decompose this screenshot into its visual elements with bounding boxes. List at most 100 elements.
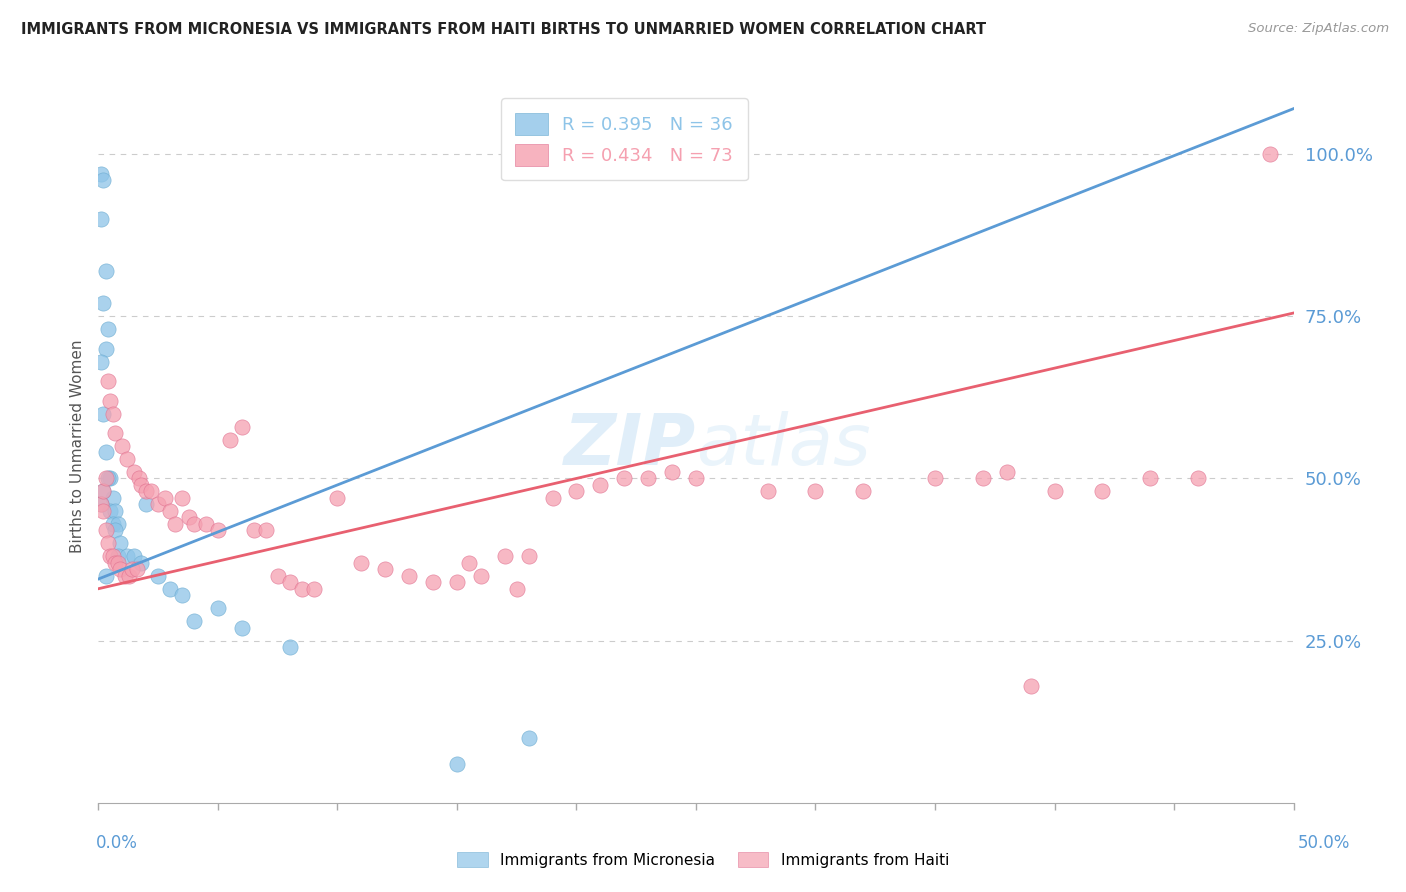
Text: ZIP: ZIP [564, 411, 696, 481]
Point [98, 471, 122, 485]
Point [91, 407, 114, 421]
Point [302, 582, 325, 596]
Point [1019, 679, 1042, 693]
Point [124, 549, 146, 564]
Point [121, 562, 143, 576]
Point [972, 471, 994, 485]
Point [111, 439, 134, 453]
Y-axis label: Births to Unmarried Women: Births to Unmarried Women [69, 339, 84, 553]
Point [107, 549, 129, 564]
Point [90, 354, 112, 368]
Point [107, 556, 129, 570]
Point [94, 568, 117, 582]
Point [91, 484, 114, 499]
Point [131, 556, 153, 570]
Point [90, 497, 112, 511]
Point [159, 504, 181, 518]
Point [115, 452, 138, 467]
Point [254, 524, 277, 538]
Point [231, 419, 253, 434]
Point [108, 536, 131, 550]
Point [135, 484, 157, 499]
Point [94, 342, 117, 356]
Point [139, 484, 162, 499]
Point [115, 549, 138, 564]
Point [91, 296, 114, 310]
Point [517, 549, 540, 564]
Point [278, 640, 301, 654]
Point [97, 322, 120, 336]
Point [243, 524, 266, 538]
Text: 50.0%: 50.0% [1298, 834, 1350, 852]
Point [852, 484, 875, 499]
Point [756, 484, 779, 499]
Point [101, 549, 124, 564]
Point [398, 568, 420, 582]
Point [446, 756, 468, 771]
Point [374, 562, 396, 576]
Point [94, 471, 117, 485]
Point [804, 484, 827, 499]
Point [422, 575, 444, 590]
Point [565, 484, 588, 499]
Point [541, 491, 564, 505]
Point [195, 516, 218, 531]
Text: Source: ZipAtlas.com: Source: ZipAtlas.com [1249, 22, 1389, 36]
Point [326, 491, 349, 505]
Point [91, 484, 114, 499]
Point [97, 471, 120, 485]
Point [97, 374, 120, 388]
Point [104, 524, 127, 538]
Point [278, 575, 301, 590]
Point [267, 568, 290, 582]
Point [90, 167, 112, 181]
Point [90, 211, 112, 226]
Point [125, 562, 148, 576]
Point [98, 549, 122, 564]
Point [124, 465, 146, 479]
Point [207, 524, 229, 538]
Point [637, 471, 659, 485]
Point [1139, 471, 1161, 485]
Point [350, 556, 373, 570]
Point [207, 601, 229, 615]
Point [291, 582, 314, 596]
Point [183, 614, 205, 628]
Point [458, 556, 481, 570]
Point [101, 516, 124, 531]
Point [101, 491, 124, 505]
Point [159, 582, 181, 596]
Point [131, 478, 153, 492]
Point [108, 562, 131, 576]
Point [118, 568, 141, 582]
Point [613, 471, 636, 485]
Point [1258, 147, 1281, 161]
Point [517, 731, 540, 745]
Point [506, 582, 529, 596]
Point [219, 433, 242, 447]
Point [685, 471, 707, 485]
Point [1187, 471, 1209, 485]
Point [104, 504, 127, 518]
Point [101, 407, 124, 421]
Text: IMMIGRANTS FROM MICRONESIA VS IMMIGRANTS FROM HAITI BIRTHS TO UNMARRIED WOMEN CO: IMMIGRANTS FROM MICRONESIA VS IMMIGRANTS… [21, 22, 986, 37]
Point [104, 556, 127, 570]
Point [172, 588, 194, 602]
Point [91, 504, 114, 518]
Point [91, 173, 114, 187]
Point [90, 497, 112, 511]
Point [589, 478, 612, 492]
Text: 0.0%: 0.0% [96, 834, 138, 852]
Point [148, 497, 170, 511]
Point [446, 575, 468, 590]
Point [94, 264, 117, 278]
Point [231, 621, 253, 635]
Point [995, 465, 1018, 479]
Point [94, 445, 117, 459]
Point [98, 393, 122, 408]
Point [107, 516, 129, 531]
Point [97, 536, 120, 550]
Point [183, 516, 205, 531]
Point [163, 516, 186, 531]
Text: atlas: atlas [696, 411, 870, 481]
